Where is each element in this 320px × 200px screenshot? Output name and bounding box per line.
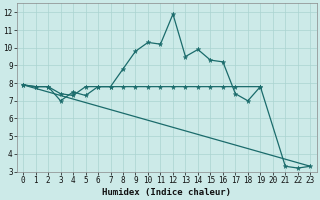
X-axis label: Humidex (Indice chaleur): Humidex (Indice chaleur)	[102, 188, 231, 197]
